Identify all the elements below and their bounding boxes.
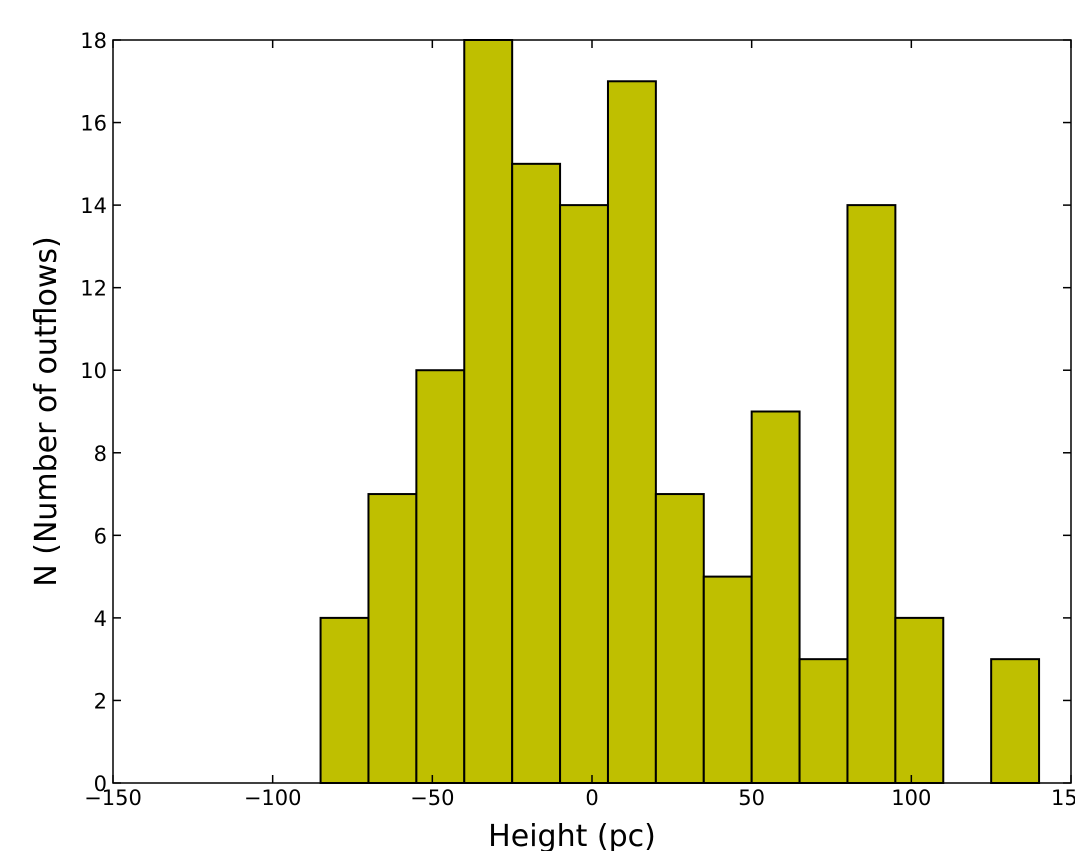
- histogram-bar: [559, 204, 609, 785]
- x-tick-label: 150: [1051, 786, 1075, 810]
- histogram-bar: [846, 204, 897, 785]
- histogram-bar: [750, 410, 801, 784]
- y-axis-title: N (Number of outflows): [29, 236, 64, 586]
- histogram-bar: [606, 80, 657, 785]
- x-tick-label: −150: [84, 786, 142, 810]
- histogram-bar: [367, 493, 418, 784]
- y-tick-label: 4: [94, 607, 107, 631]
- y-tick-label: 18: [80, 29, 107, 53]
- y-tick-label: 6: [94, 524, 107, 548]
- x-tick-label: 100: [891, 786, 931, 810]
- x-tick-label: 50: [738, 786, 765, 810]
- histogram-bar: [415, 369, 466, 784]
- bars-group: [319, 39, 1041, 785]
- x-tick-label: −50: [410, 786, 454, 810]
- x-tick-label: 0: [585, 786, 598, 810]
- histogram-bar: [463, 39, 514, 784]
- y-tick-label: 12: [80, 277, 107, 301]
- y-tick-label: 14: [80, 194, 107, 218]
- x-axis-title: Height (pc): [488, 819, 656, 851]
- histogram-bar: [511, 162, 562, 785]
- histogram-bar: [990, 658, 1041, 785]
- y-tick-label: 0: [94, 772, 107, 796]
- histogram-bar: [319, 616, 370, 785]
- histogram-bar: [702, 575, 753, 784]
- histogram-bar: [654, 493, 705, 784]
- y-tick-label: 16: [80, 112, 107, 136]
- histogram-bar: [894, 616, 945, 785]
- y-tick-label: 2: [94, 689, 107, 713]
- histogram-bar: [798, 658, 849, 785]
- ticks-group: −150 −100 −50 0 50 100 150 0 2 4 6 8 10 12 14 16 18: [80, 29, 1075, 810]
- x-tick-label: −100: [244, 786, 302, 810]
- y-tick-label: 8: [94, 442, 107, 466]
- y-tick-label: 10: [80, 359, 107, 383]
